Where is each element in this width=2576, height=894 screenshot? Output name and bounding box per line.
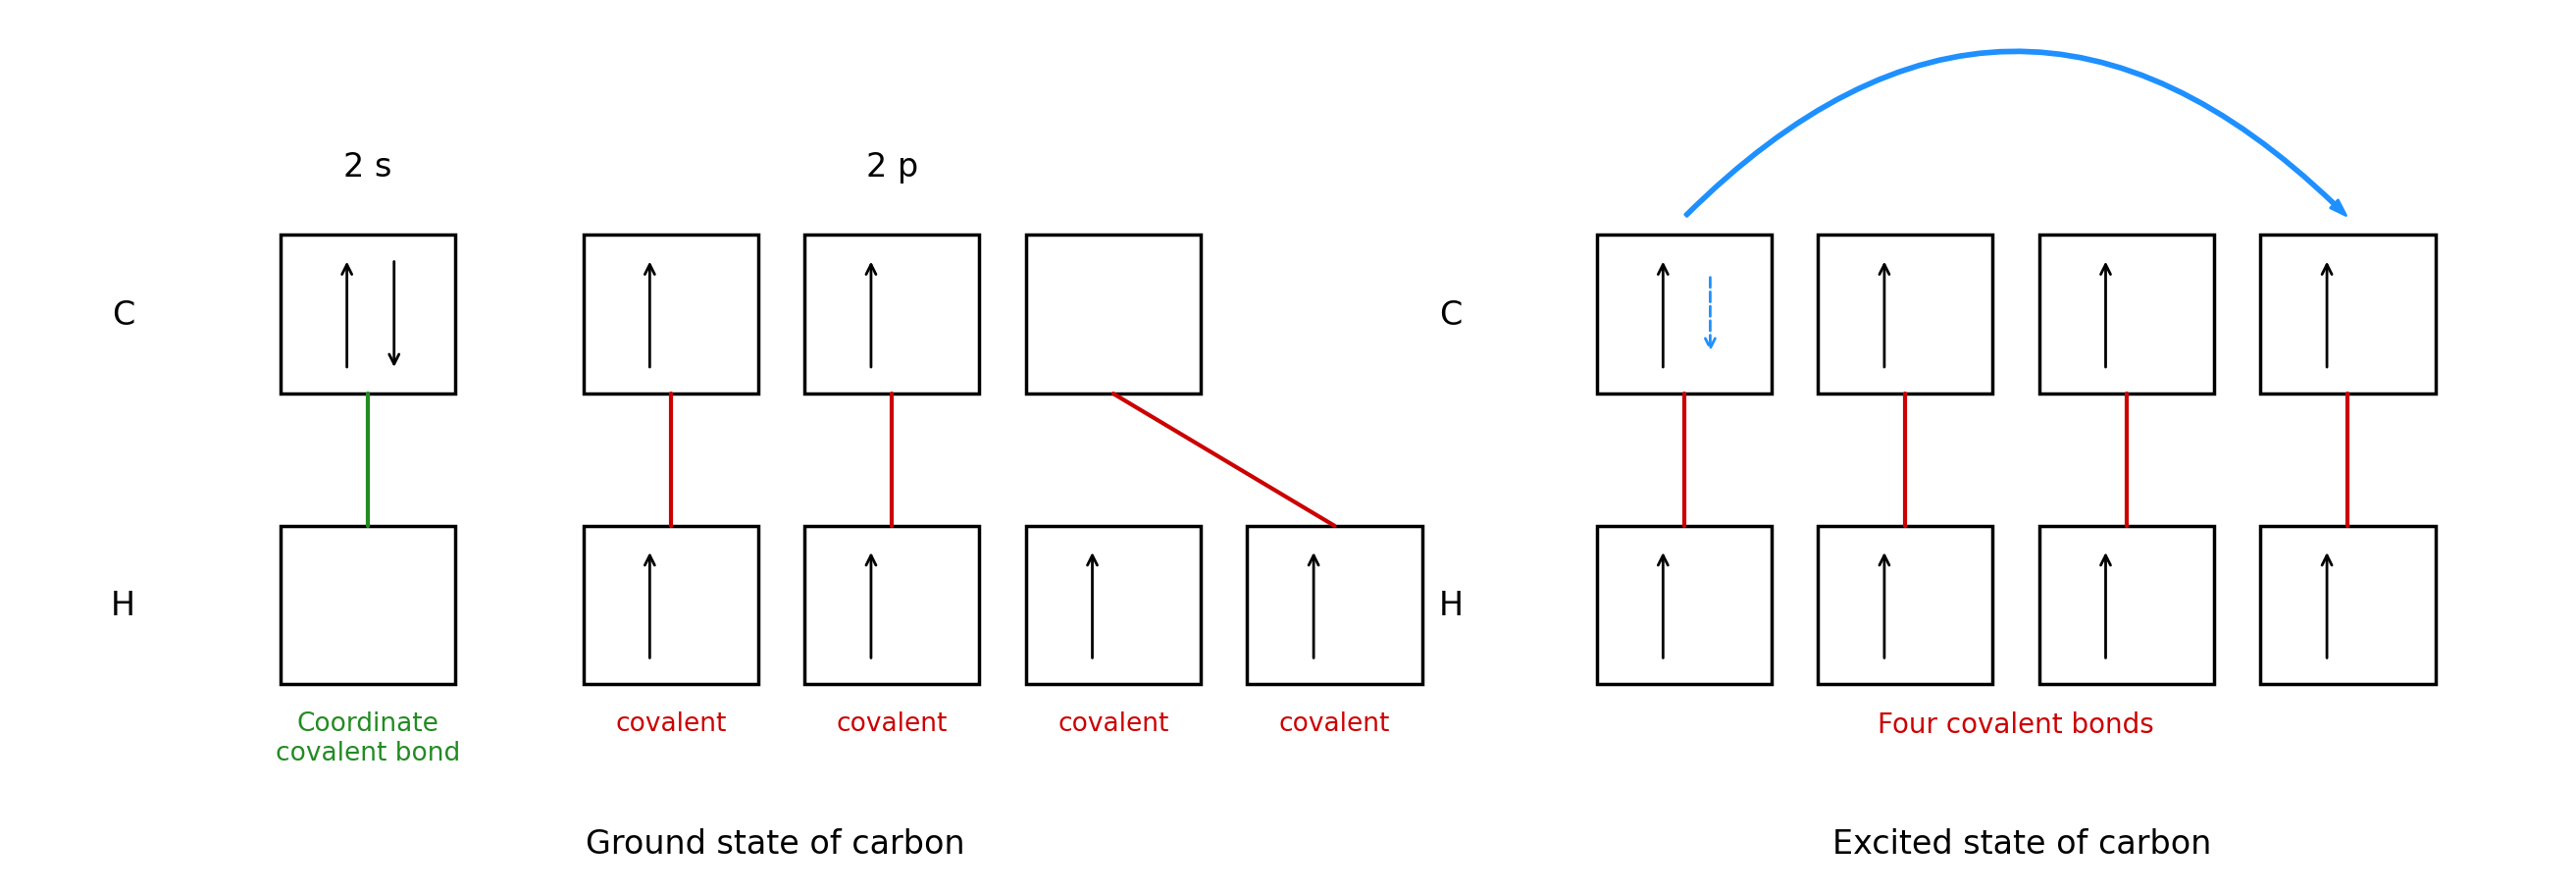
- Bar: [1025, 527, 1200, 685]
- Bar: [2262, 236, 2434, 394]
- Bar: [804, 236, 979, 394]
- Bar: [1597, 236, 1772, 394]
- Text: Four covalent bonds: Four covalent bonds: [1878, 711, 2154, 738]
- Bar: [1247, 527, 1422, 685]
- Bar: [1025, 236, 1200, 394]
- Bar: [1819, 236, 1994, 394]
- Text: Coordinate
covalent bond: Coordinate covalent bond: [276, 711, 461, 766]
- Text: covalent: covalent: [1059, 711, 1170, 737]
- Bar: [2040, 527, 2213, 685]
- Text: C: C: [1440, 299, 1463, 331]
- Bar: [1819, 527, 1994, 685]
- Text: C: C: [111, 299, 134, 331]
- Bar: [2262, 527, 2434, 685]
- Text: H: H: [111, 589, 137, 621]
- Bar: [1597, 527, 1772, 685]
- Text: 2 s: 2 s: [343, 150, 392, 183]
- Bar: [281, 527, 456, 685]
- Text: Ground state of carbon: Ground state of carbon: [585, 827, 966, 859]
- Bar: [281, 236, 456, 394]
- Text: 2 p: 2 p: [866, 150, 917, 183]
- Bar: [582, 236, 757, 394]
- Bar: [804, 527, 979, 685]
- FancyArrowPatch shape: [1685, 51, 2347, 217]
- Text: Excited state of carbon: Excited state of carbon: [1832, 827, 2210, 859]
- Bar: [2040, 236, 2213, 394]
- Text: covalent: covalent: [1278, 711, 1391, 737]
- Bar: [582, 527, 757, 685]
- Text: covalent: covalent: [616, 711, 726, 737]
- Text: covalent: covalent: [837, 711, 948, 737]
- Text: H: H: [1440, 589, 1463, 621]
